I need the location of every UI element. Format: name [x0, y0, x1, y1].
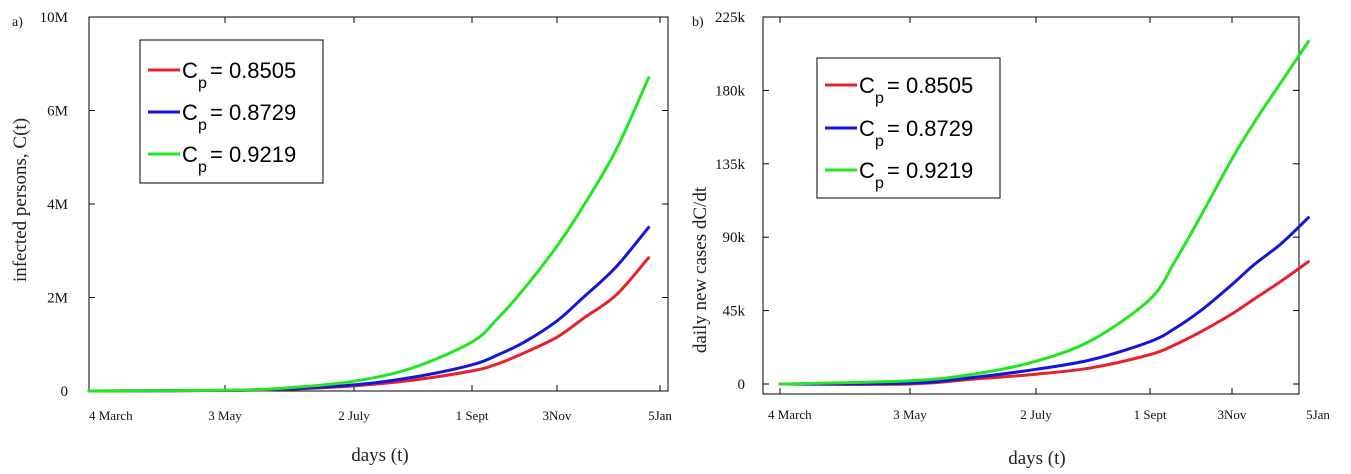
legend-symbol: C: [182, 58, 198, 83]
y-axis-label: daily new cases dC/dt: [690, 186, 711, 353]
panel-a: 0 2M 4M 6M 10M 4 March 3 May 2 July 1 Sept 3Nov 5J…: [10, 10, 672, 466]
legend-value: = 0.8729: [210, 100, 296, 125]
legend-symbol: C: [859, 73, 875, 98]
legend-value: = 0.8505: [210, 58, 296, 83]
y-tick-label: 45k: [723, 304, 746, 320]
legend-subscript: p: [198, 75, 207, 92]
legend-value: = 0.9219: [887, 158, 973, 183]
series-line-2: [87, 225, 651, 393]
series-line-3: [778, 40, 1310, 386]
x-axis-label: days (t): [351, 445, 409, 466]
x-tick-label: 4 March: [89, 408, 133, 423]
y-tick-label: 10M: [40, 10, 68, 26]
x-tick-label: 5Jan: [648, 408, 672, 423]
panel-label: b): [692, 15, 704, 30]
x-tick-label: 3Nov: [1218, 407, 1247, 422]
x-axis-label: days (t): [1008, 448, 1066, 469]
y-axis-label: infected persons, C(t): [10, 118, 31, 282]
panel-label: a): [12, 15, 23, 30]
legend-subscript: p: [198, 117, 207, 134]
legend-subscript: p: [198, 159, 207, 176]
legend-value: = 0.8505: [887, 73, 973, 98]
legend-symbol: C: [859, 116, 875, 141]
series-line-1: [87, 256, 651, 393]
y-tick-label: 2M: [47, 291, 68, 307]
x-tick-label: 5Jan: [1306, 407, 1330, 422]
y-tick-label: 225k: [715, 10, 746, 26]
y-tick-label: 6M: [47, 104, 68, 120]
legend-subscript: p: [875, 90, 884, 107]
x-tick-label: 1 Sept: [1134, 407, 1167, 422]
x-tick-label: 2 July: [1020, 407, 1052, 422]
panel-b: 0 45k 90k 135k 180k 225k 4 March 3 May 2 July 1 S…: [690, 10, 1330, 469]
y-tick-label: 0: [61, 384, 69, 400]
x-tick-label: 3 May: [208, 408, 242, 423]
x-tick-label: 1 Sept: [456, 408, 489, 423]
y-tick-label: 180k: [715, 83, 746, 99]
x-tick-label: 3 May: [893, 407, 927, 422]
y-tick-label: 0: [738, 377, 746, 393]
legend-symbol: C: [859, 158, 875, 183]
legend-symbol: C: [182, 142, 198, 167]
x-tick-label: 3Nov: [543, 408, 572, 423]
legend-value: = 0.8729: [887, 116, 973, 141]
legend-subscript: p: [875, 133, 884, 150]
series-line-3: [87, 76, 651, 393]
legend-symbol: C: [182, 100, 198, 125]
legend-value: = 0.9219: [210, 142, 296, 167]
y-tick-label: 90k: [723, 230, 746, 246]
series-line-1: [778, 260, 1310, 386]
plot-frame: [762, 16, 1300, 395]
legend-subscript: p: [875, 175, 884, 192]
y-tick-label: 135k: [715, 157, 746, 173]
y-tick-label: 4M: [47, 197, 68, 213]
x-tick-label: 2 July: [338, 408, 370, 423]
series-line-2: [778, 216, 1310, 386]
x-tick-label: 4 March: [768, 407, 812, 422]
